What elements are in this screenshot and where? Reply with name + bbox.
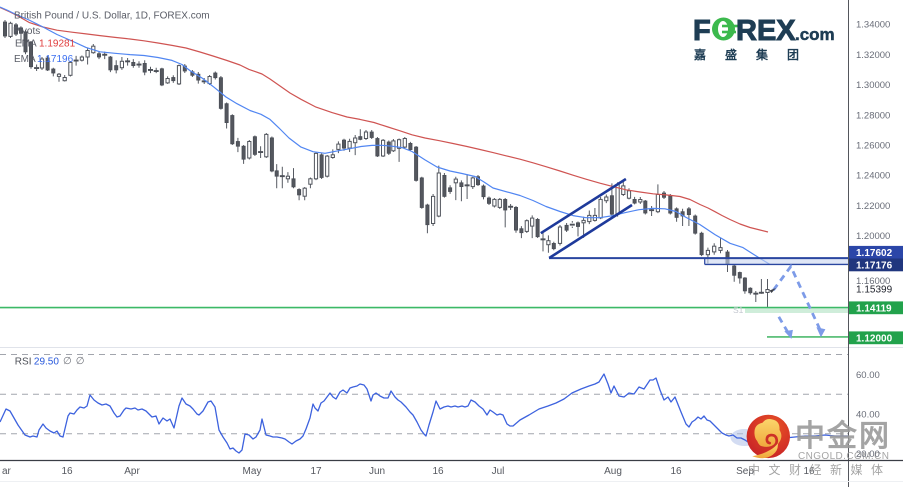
svg-text:∅: ∅ bbox=[76, 356, 85, 367]
svg-text:British Pound / U.S. Dollar, 1: British Pound / U.S. Dollar, 1D, FOREX.c… bbox=[14, 11, 210, 22]
svg-text:16: 16 bbox=[803, 466, 815, 477]
svg-text:1.28000: 1.28000 bbox=[856, 111, 890, 122]
svg-text:1.26000: 1.26000 bbox=[856, 141, 890, 152]
svg-text:16: 16 bbox=[432, 466, 444, 477]
svg-text:中金网: 中金网 bbox=[795, 419, 891, 453]
svg-text:S1: S1 bbox=[733, 305, 744, 315]
svg-text:1.12000: 1.12000 bbox=[856, 333, 893, 344]
svg-text:1.32000: 1.32000 bbox=[856, 50, 890, 61]
svg-text:1.17196: 1.17196 bbox=[37, 54, 74, 65]
svg-text:中文财经新媒体: 中文财经新媒体 bbox=[748, 462, 892, 477]
svg-text:1.19281: 1.19281 bbox=[39, 38, 76, 49]
svg-text:1.34000: 1.34000 bbox=[856, 20, 890, 31]
svg-text:EMA: EMA bbox=[14, 54, 36, 65]
svg-text:60.00: 60.00 bbox=[856, 370, 880, 381]
svg-text:Aug: Aug bbox=[604, 466, 622, 477]
svg-text:1.30000: 1.30000 bbox=[856, 80, 890, 91]
svg-text:1.15399: 1.15399 bbox=[856, 284, 893, 295]
svg-text:.com: .com bbox=[795, 25, 835, 44]
svg-text:Jul: Jul bbox=[492, 466, 505, 477]
svg-text:16: 16 bbox=[61, 466, 73, 477]
svg-text:Sep: Sep bbox=[736, 466, 754, 477]
svg-text:29.50: 29.50 bbox=[34, 356, 59, 367]
svg-text:1.24000: 1.24000 bbox=[856, 171, 890, 182]
svg-text:May: May bbox=[243, 466, 262, 477]
svg-text:Jun: Jun bbox=[369, 466, 385, 477]
svg-text:∅: ∅ bbox=[63, 356, 72, 367]
svg-text:Apr: Apr bbox=[124, 466, 140, 477]
svg-text:ar: ar bbox=[2, 466, 12, 477]
svg-text:20.00: 20.00 bbox=[856, 449, 880, 460]
svg-text:CNGOLD.COM.CN: CNGOLD.COM.CN bbox=[798, 451, 889, 462]
svg-text:1.20000: 1.20000 bbox=[856, 231, 890, 242]
svg-text:F: F bbox=[693, 15, 711, 47]
svg-text:16: 16 bbox=[670, 466, 682, 477]
svg-text:1.14119: 1.14119 bbox=[856, 303, 892, 314]
svg-text:REX: REX bbox=[736, 15, 796, 47]
svg-text:1.16000: 1.16000 bbox=[856, 276, 890, 287]
svg-text:17: 17 bbox=[310, 466, 322, 477]
svg-text:1.22000: 1.22000 bbox=[856, 201, 890, 212]
svg-text:EMA: EMA bbox=[15, 38, 37, 49]
svg-text:RSI: RSI bbox=[15, 356, 32, 367]
svg-text:嘉盛集团: 嘉盛集团 bbox=[693, 47, 818, 62]
svg-text:40.00: 40.00 bbox=[856, 409, 880, 420]
svg-text:1.17602: 1.17602 bbox=[856, 248, 893, 259]
svg-text:Pivots: Pivots bbox=[13, 26, 40, 37]
svg-text:1.17176: 1.17176 bbox=[856, 261, 893, 272]
